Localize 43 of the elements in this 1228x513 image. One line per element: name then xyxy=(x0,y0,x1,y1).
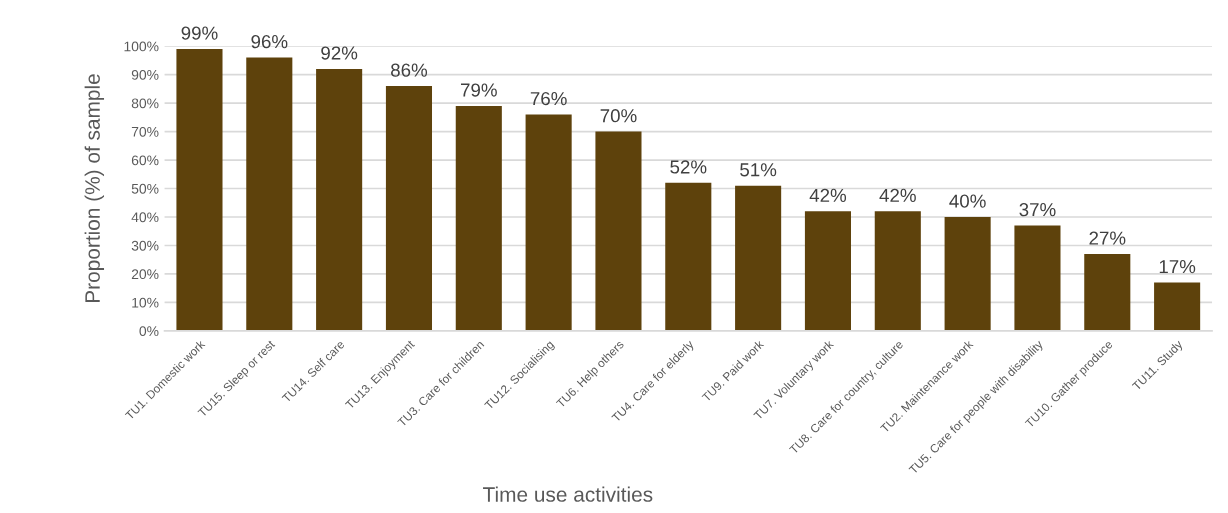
x-axis-title: Time use activities xyxy=(483,486,653,502)
y-tick-label: 30% xyxy=(131,240,159,251)
data-label: 52% xyxy=(670,160,707,174)
data-label: 76% xyxy=(530,91,567,106)
y-tick-label: 80% xyxy=(131,98,159,109)
bar xyxy=(595,131,642,331)
bar xyxy=(316,68,363,331)
data-label: 27% xyxy=(1089,231,1126,245)
data-label: 96% xyxy=(251,35,288,49)
y-axis-title: Proportion (%) of sample xyxy=(84,74,105,303)
bar xyxy=(176,49,223,331)
data-label: 86% xyxy=(391,63,428,77)
bar xyxy=(525,114,572,331)
bar xyxy=(665,182,712,331)
data-label: 40% xyxy=(949,194,986,208)
data-label: 42% xyxy=(809,188,847,202)
bar xyxy=(1084,254,1131,331)
y-tick-label: 60% xyxy=(131,155,159,166)
bar xyxy=(804,211,851,331)
bar xyxy=(874,211,921,331)
data-label: 79% xyxy=(460,83,497,97)
bar xyxy=(455,105,502,331)
bar xyxy=(735,185,782,331)
y-tick-label: 90% xyxy=(131,69,159,80)
bar xyxy=(944,217,991,331)
bar xyxy=(385,86,433,331)
bar xyxy=(246,57,293,331)
y-tick-label: 40% xyxy=(131,212,159,223)
data-label: 42% xyxy=(879,188,916,202)
y-tick-label: 0% xyxy=(139,326,159,337)
y-tick-label: 100% xyxy=(124,41,159,52)
y-tick-label: 20% xyxy=(131,269,159,280)
data-label: 92% xyxy=(321,46,358,60)
bar xyxy=(1154,282,1201,331)
y-tick-label: 10% xyxy=(132,297,159,308)
bar xyxy=(1014,225,1061,331)
data-label: 51% xyxy=(740,163,777,177)
y-tick-label: 50% xyxy=(131,183,159,194)
y-tick-label: 70% xyxy=(131,126,159,137)
data-label: 17% xyxy=(1159,260,1196,274)
data-label: 37% xyxy=(1019,203,1056,217)
data-label: 99% xyxy=(181,26,218,40)
data-label: 70% xyxy=(600,109,637,123)
